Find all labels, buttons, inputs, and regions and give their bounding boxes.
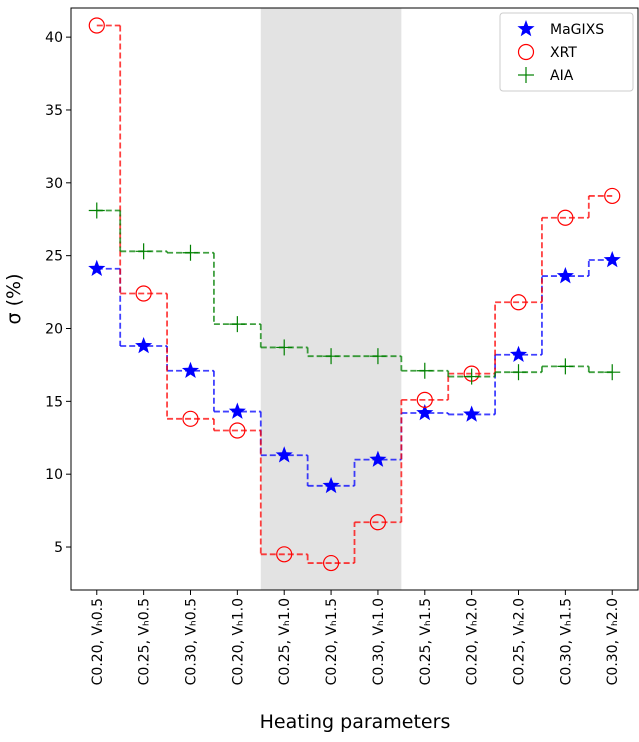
marker-circle: [557, 209, 574, 226]
marker-plus: [463, 368, 480, 385]
marker-circle: [276, 546, 293, 563]
marker-circle: [135, 285, 152, 302]
marker-star: [517, 20, 535, 37]
marker-circle: [369, 514, 387, 531]
marker-star: [603, 251, 621, 268]
marker-star: [275, 446, 293, 463]
legend-box: [499, 12, 634, 92]
marker-plus: [604, 364, 621, 381]
marker-star: [135, 336, 153, 354]
marker-star: [88, 259, 106, 277]
marker-plus: [135, 243, 152, 260]
marker-plus: [276, 339, 293, 356]
marker-star: [463, 405, 481, 422]
marker-plus: [323, 348, 340, 365]
x-tick-label: C0.20, Vₕ0.5: [90, 598, 106, 685]
marker-circle: [229, 422, 246, 439]
marker-star: [181, 361, 200, 379]
x-tick-label: C0.20, Vₕ1.0: [230, 598, 246, 685]
legend-label: XRT: [550, 45, 577, 61]
x-tick-label: C0.25, Vₕ2.0: [512, 598, 528, 685]
y-tick-label: 10: [45, 467, 63, 483]
x-tick-label: C0.25, Vₕ1.5: [418, 598, 434, 685]
y-axis-label: σ (%): [3, 274, 25, 325]
marker-plus: [510, 364, 527, 381]
x-tick-label: C0.25, Vₕ0.5: [137, 598, 153, 685]
marker-plus: [557, 358, 574, 375]
marker-plus: [182, 244, 199, 261]
y-tick-label: 5: [54, 540, 63, 556]
marker-circle: [416, 391, 433, 408]
marker-star: [322, 476, 340, 494]
plot-frame: [70, 7, 639, 591]
x-axis-label: Heating parameters: [260, 711, 451, 733]
marker-circle: [604, 187, 621, 205]
x-tick-label: C0.30, Vₕ1.0: [371, 598, 387, 685]
marker-circle: [88, 17, 105, 34]
marker-star: [556, 267, 574, 284]
marker-star: [416, 404, 434, 421]
x-tick-label: C0.20, Vₕ1.5: [324, 598, 340, 685]
marker-circle: [517, 43, 535, 61]
series: [88, 202, 621, 385]
legend-label: AIA: [550, 68, 574, 84]
marker-plus: [518, 67, 534, 83]
y-tick-label: 30: [45, 176, 63, 192]
x-tick-label: C0.25, Vₕ1.0: [277, 598, 293, 685]
marker-star: [369, 450, 387, 467]
y-tick-label: 20: [45, 322, 63, 338]
x-tick-label: C0.30, Vₕ1.5: [558, 598, 574, 685]
marker-circle: [510, 294, 527, 311]
y-tick-label: 15: [45, 394, 63, 410]
marker-plus: [88, 202, 105, 219]
y-tick-label: 35: [45, 103, 63, 119]
marker-plus: [229, 316, 246, 333]
x-tick-label: C0.30, Vₕ0.5: [183, 598, 199, 685]
series: [88, 17, 621, 572]
marker-plus: [416, 362, 433, 379]
marker-star: [228, 402, 246, 419]
x-tick-label: C0.30, Vₕ2.0: [605, 598, 621, 685]
highlight-band: [260, 8, 402, 590]
y-tick-label: 40: [45, 30, 63, 46]
marker-circle: [182, 410, 199, 427]
marker-plus: [369, 348, 386, 365]
marker-star: [509, 345, 528, 362]
x-tick-label: C0.20, Vₕ2.0: [465, 598, 481, 685]
legend-label: MaGIXS: [550, 22, 604, 38]
marker-circle: [322, 554, 340, 572]
y-tick-label: 25: [45, 249, 63, 265]
